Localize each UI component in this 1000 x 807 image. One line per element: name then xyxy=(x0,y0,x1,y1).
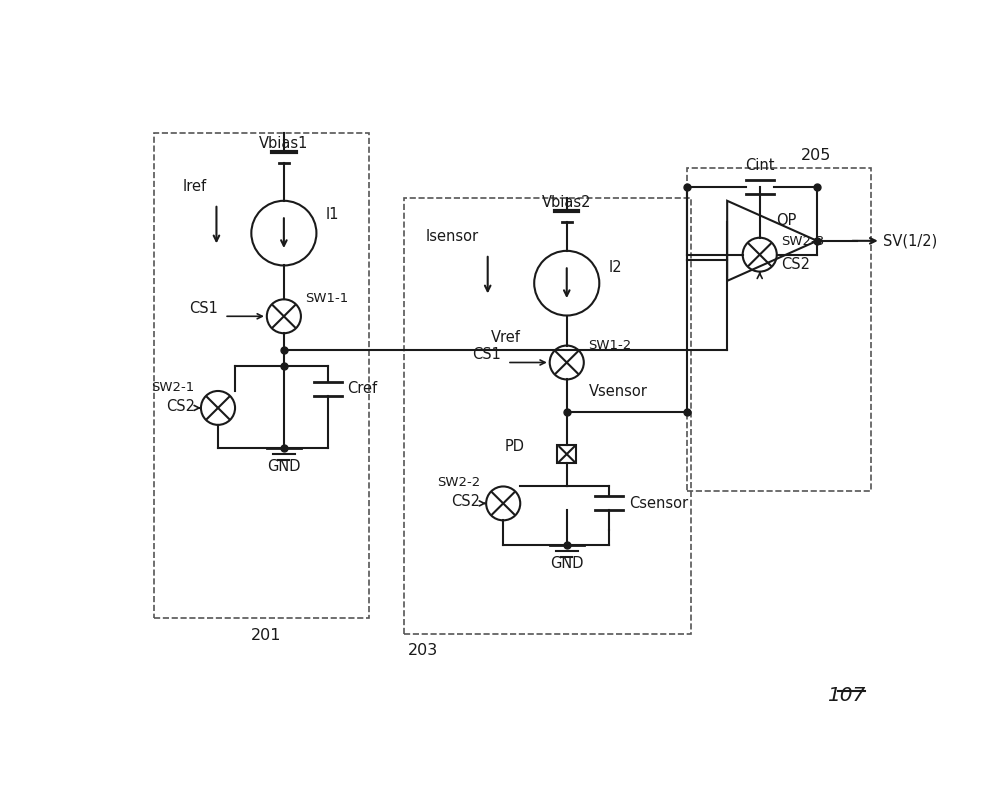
Text: CS1: CS1 xyxy=(472,347,501,362)
Text: SW2-3: SW2-3 xyxy=(781,236,825,249)
Text: CS2: CS2 xyxy=(166,399,195,414)
Text: GND: GND xyxy=(267,459,301,474)
Text: Csensor: Csensor xyxy=(629,495,688,511)
Text: SW2-2: SW2-2 xyxy=(437,476,480,490)
Text: Cint: Cint xyxy=(745,158,774,173)
Text: 107: 107 xyxy=(827,686,865,705)
Text: CS1: CS1 xyxy=(189,301,218,316)
Text: Vbias2: Vbias2 xyxy=(542,195,592,210)
Text: SW1-1: SW1-1 xyxy=(306,292,349,305)
Text: Vsensor: Vsensor xyxy=(588,384,647,399)
Text: SW1-2: SW1-2 xyxy=(588,339,632,352)
Text: Cref: Cref xyxy=(347,381,378,396)
Text: Isensor: Isensor xyxy=(425,229,478,244)
Text: I2: I2 xyxy=(609,260,622,274)
Text: GND: GND xyxy=(550,556,584,571)
Text: Vref: Vref xyxy=(491,331,520,345)
Text: 201: 201 xyxy=(251,628,281,642)
Text: CS2: CS2 xyxy=(451,495,480,509)
Text: Vbias1: Vbias1 xyxy=(259,136,309,152)
Text: SV(1/2): SV(1/2) xyxy=(883,233,937,249)
Bar xyxy=(557,445,576,463)
Text: SW2-1: SW2-1 xyxy=(152,381,195,394)
Text: Iref: Iref xyxy=(183,179,207,194)
Text: I1: I1 xyxy=(326,207,339,222)
Text: CS2: CS2 xyxy=(781,257,810,271)
Text: 203: 203 xyxy=(408,643,438,658)
Text: OP: OP xyxy=(776,213,796,228)
Text: PD: PD xyxy=(505,439,525,454)
Text: 205: 205 xyxy=(801,148,831,163)
